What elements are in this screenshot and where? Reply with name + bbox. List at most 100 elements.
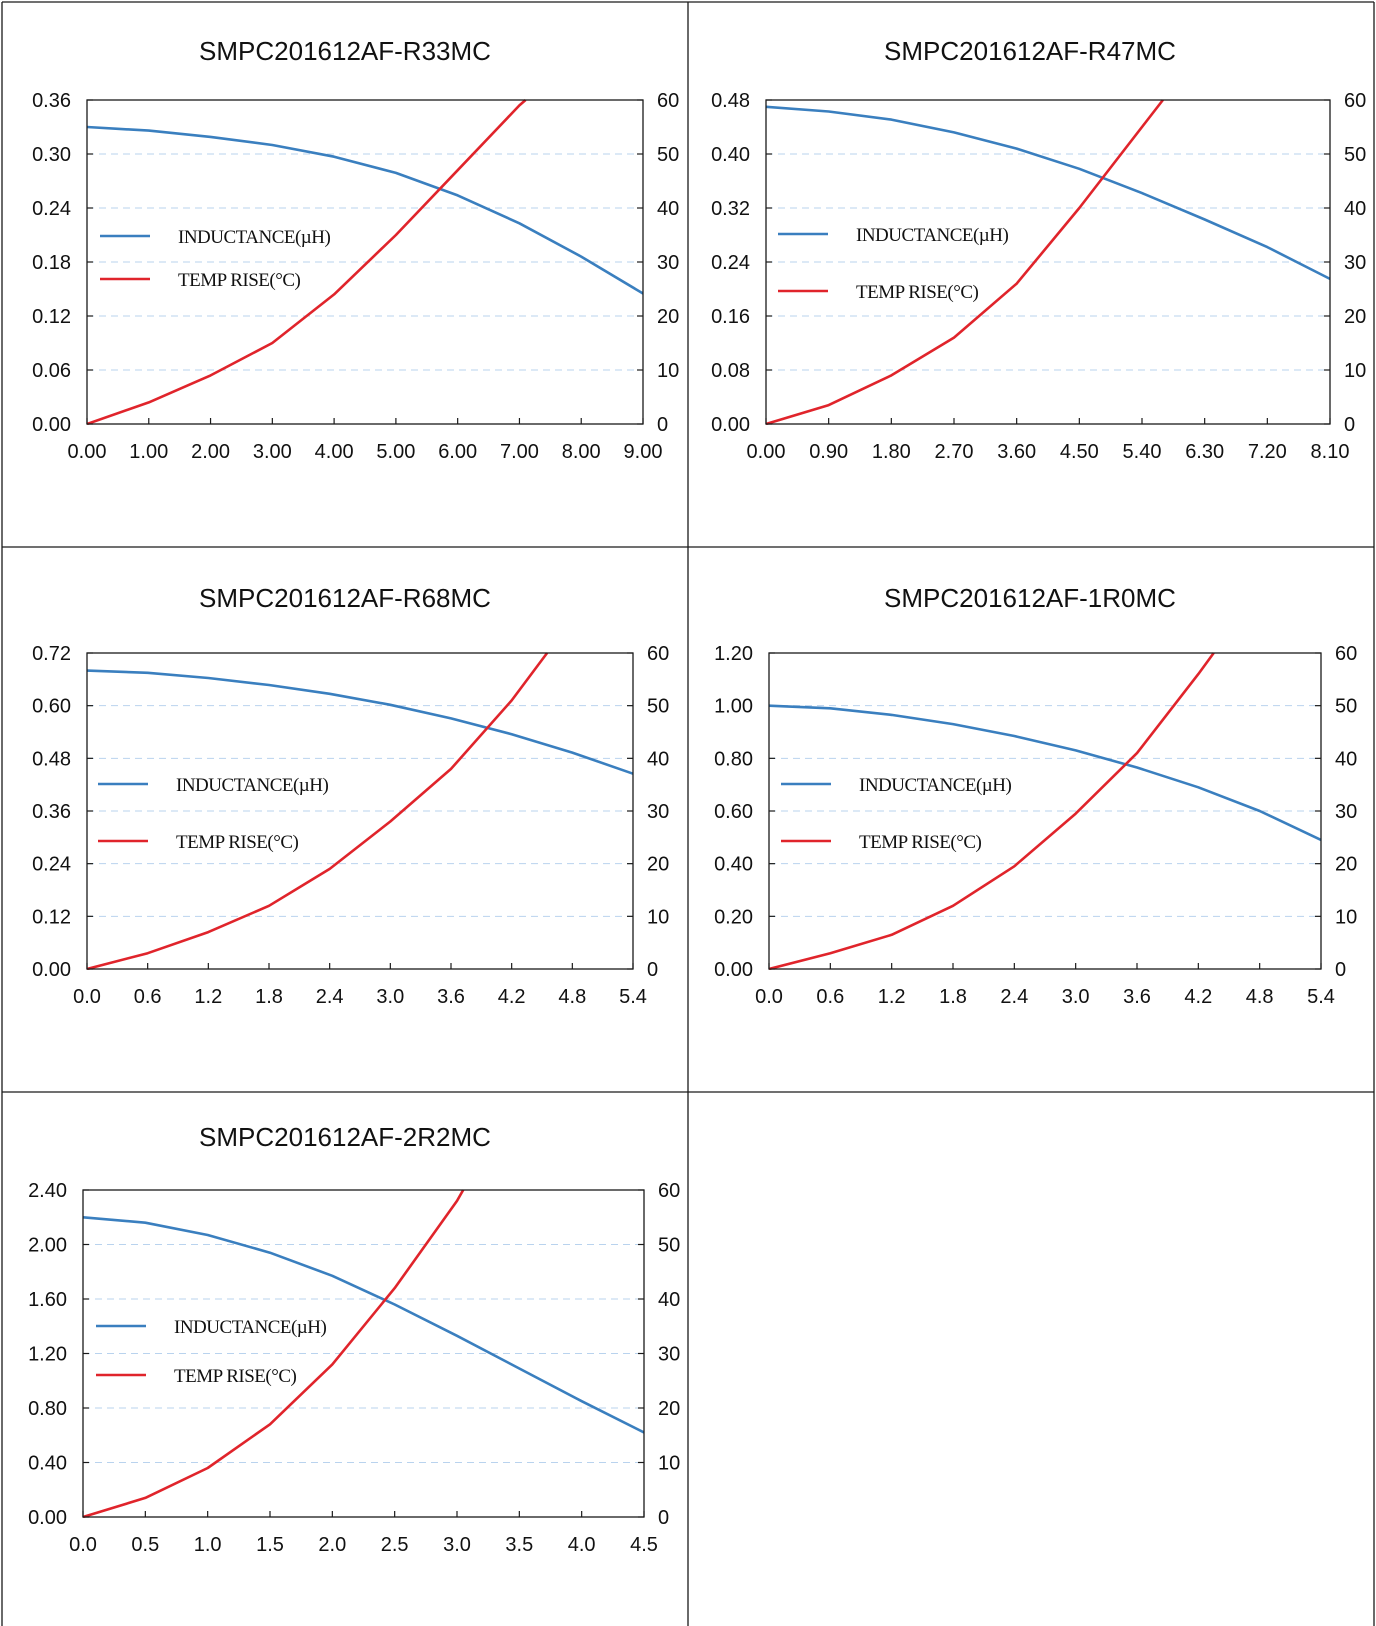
y-right-tick-label: 10 (657, 360, 679, 382)
chart-title: SMPC201612AF-1R0MC (884, 583, 1176, 613)
y-left-tick-label: 0.48 (32, 748, 71, 770)
y-right-tick-label: 10 (1344, 360, 1366, 382)
x-tick-label: 8.10 (1311, 441, 1350, 463)
x-tick-label: 4.0 (568, 1534, 596, 1556)
y-left-tick-label: 0.30 (32, 144, 71, 166)
x-tick-label: 0.0 (69, 1534, 97, 1556)
chart-2: SMPC201612AF-R47MC 0.00 0 0.08 10 0.16 20 0.24 3… (711, 36, 1366, 463)
x-tick-label: 3.0 (376, 986, 404, 1008)
y-right-tick-label: 10 (658, 1453, 680, 1475)
y-left-tick-label: 1.20 (28, 1344, 67, 1366)
y-right-tick-label: 20 (1344, 306, 1366, 328)
inductance-series-line (769, 704, 1321, 842)
plot-frame (765, 99, 1331, 425)
y-left-tick-label: 0.20 (714, 906, 753, 928)
x-tick-label: 5.00 (376, 441, 415, 463)
x-tick-label: 7.20 (1248, 441, 1287, 463)
x-tick-label: 0.6 (816, 986, 844, 1008)
temp-rise-series-line (83, 1189, 465, 1518)
x-tick-label: 5.40 (1123, 441, 1162, 463)
legend-inductance-label: INDUCTANCE(µH) (176, 775, 328, 796)
x-tick-label: 3.6 (1123, 986, 1151, 1008)
x-tick-label: 0.5 (131, 1534, 159, 1556)
inductance-series-line (766, 105, 1330, 281)
x-tick-label: 1.8 (939, 986, 967, 1008)
x-tick-label: 3.5 (505, 1534, 533, 1556)
x-tick-label: 3.60 (997, 441, 1036, 463)
y-left-tick-label: 0.12 (32, 906, 71, 928)
y-right-tick-label: 50 (657, 144, 679, 166)
x-tick-label: 9.00 (624, 441, 663, 463)
y-right-tick-label: 20 (647, 854, 669, 876)
legend-inductance-label: INDUCTANCE(µH) (859, 775, 1011, 796)
x-tick-label: 2.4 (316, 986, 344, 1008)
y-left-tick-label: 0.24 (32, 854, 71, 876)
y-left-tick-label: 0.36 (32, 90, 71, 112)
plot-frame (86, 652, 634, 970)
y-left-tick-label: 0.08 (711, 360, 750, 382)
x-tick-label: 0.6 (134, 986, 162, 1008)
y-right-tick-label: 30 (658, 1344, 680, 1366)
legend-inductance-label: INDUCTANCE(µH) (178, 227, 330, 248)
chart-title: SMPC201612AF-R47MC (884, 36, 1176, 66)
y-left-tick-label: 0.00 (711, 414, 750, 436)
x-tick-label: 1.00 (129, 441, 168, 463)
x-tick-label: 5.4 (619, 986, 647, 1008)
x-tick-label: 4.8 (1246, 986, 1274, 1008)
legend-temp-rise-label: TEMP RISE(°C) (178, 270, 300, 291)
y-left-tick-label: 0.16 (711, 306, 750, 328)
x-tick-label: 3.6 (437, 986, 465, 1008)
x-tick-label: 7.00 (500, 441, 539, 463)
y-left-tick-label: 0.00 (28, 1507, 67, 1529)
y-right-tick-label: 40 (658, 1289, 680, 1311)
y-right-tick-label: 30 (657, 252, 679, 274)
y-right-tick-label: 30 (647, 801, 669, 823)
y-left-tick-label: 1.00 (714, 696, 753, 718)
y-right-tick-label: 60 (658, 1180, 680, 1202)
y-left-tick-label: 0.60 (32, 696, 71, 718)
legend-temp-rise-label: TEMP RISE(°C) (859, 832, 981, 853)
y-left-tick-label: 1.20 (714, 643, 753, 665)
x-tick-label: 0.0 (73, 986, 101, 1008)
chart-5: SMPC201612AF-2R2MC 0.00 0 0.40 10 0.80 20 1.20 3… (28, 1122, 680, 1556)
y-right-tick-label: 20 (658, 1398, 680, 1420)
x-tick-label: 6.30 (1185, 441, 1224, 463)
chart-title: SMPC201612AF-2R2MC (199, 1122, 491, 1152)
y-right-tick-label: 60 (1335, 643, 1357, 665)
y-left-tick-label: 0.00 (32, 959, 71, 981)
y-right-tick-label: 60 (1344, 90, 1366, 112)
x-tick-label: 4.2 (1184, 986, 1212, 1008)
x-tick-label: 1.2 (194, 986, 222, 1008)
y-right-tick-label: 50 (647, 696, 669, 718)
y-right-tick-label: 40 (647, 748, 669, 770)
x-tick-label: 2.0 (318, 1534, 346, 1556)
x-tick-label: 0.90 (809, 441, 848, 463)
temp-rise-series-line (87, 652, 549, 970)
x-tick-label: 1.5 (256, 1534, 284, 1556)
x-tick-label: 4.5 (630, 1534, 658, 1556)
x-tick-label: 0.00 (68, 441, 107, 463)
y-left-tick-label: 0.00 (714, 959, 753, 981)
y-right-tick-label: 10 (647, 906, 669, 928)
y-right-tick-label: 50 (1344, 144, 1366, 166)
legend-temp-rise-label: TEMP RISE(°C) (174, 1366, 296, 1387)
plot-frame (86, 99, 644, 425)
x-tick-label: 3.0 (1062, 986, 1090, 1008)
y-left-tick-label: 2.00 (28, 1235, 67, 1257)
legend-inductance-label: INDUCTANCE(µH) (856, 225, 1008, 246)
y-left-tick-label: 0.24 (32, 198, 71, 220)
y-left-tick-label: 0.24 (711, 252, 750, 274)
chart-4: SMPC201612AF-1R0MC 0.00 0 0.20 10 0.40 20 0.60 3… (714, 583, 1357, 1008)
x-tick-label: 2.4 (1000, 986, 1028, 1008)
legend-temp-rise-label: TEMP RISE(°C) (176, 832, 298, 853)
x-tick-label: 2.00 (191, 441, 230, 463)
x-tick-label: 4.50 (1060, 441, 1099, 463)
chart-1: SMPC201612AF-R33MC 0.00 0 0.06 10 0.12 20 0.18 3… (32, 36, 679, 463)
legend-temp-rise-label: TEMP RISE(°C) (856, 282, 978, 303)
x-tick-label: 4.8 (558, 986, 586, 1008)
inductance-series-line (87, 669, 633, 775)
chart-title: SMPC201612AF-R33MC (199, 36, 491, 66)
x-tick-label: 1.80 (872, 441, 911, 463)
